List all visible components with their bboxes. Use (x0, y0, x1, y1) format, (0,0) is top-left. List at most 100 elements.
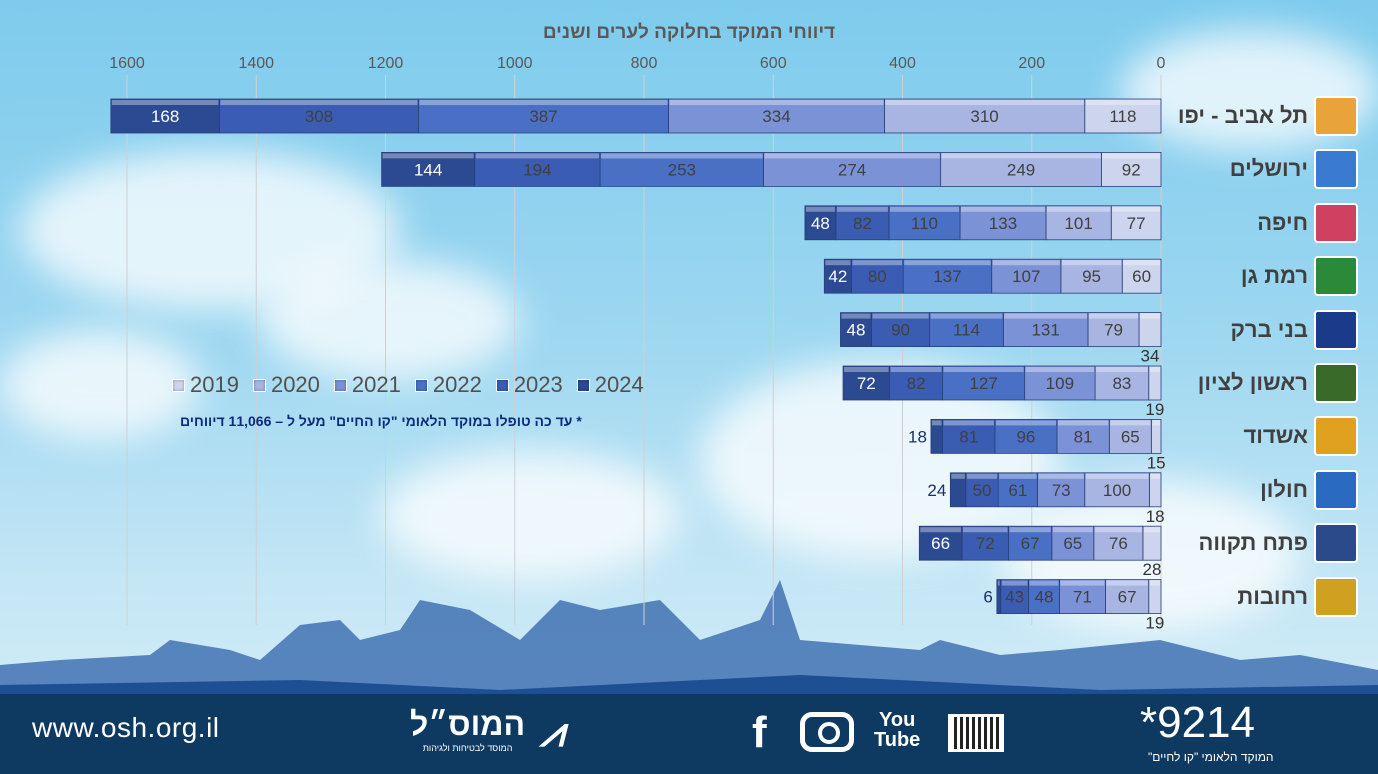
data-label: 83 (1112, 374, 1131, 393)
instagram-icon[interactable] (800, 712, 854, 752)
bar-highlight (852, 260, 903, 266)
data-label: 137 (933, 267, 961, 286)
data-label: 77 (1127, 214, 1146, 233)
bar-highlight (844, 367, 889, 372)
legend-item: 2021 (333, 372, 401, 398)
bar-highlight (1143, 527, 1160, 533)
bar-highlight (419, 100, 668, 105)
bar-segment (840, 312, 872, 348)
bar-highlight (962, 527, 1008, 533)
data-label: 194 (523, 160, 551, 179)
legend-item: 2023 (495, 372, 563, 398)
bar-highlight (1001, 580, 1028, 586)
youtube-icon[interactable]: You Tube (874, 710, 920, 750)
bar-highlight (805, 206, 835, 212)
bar-highlight (931, 420, 942, 426)
bar-highlight (885, 100, 1084, 105)
data-label: 109 (1046, 374, 1074, 393)
data-label: 48 (811, 214, 830, 233)
bar-segment (474, 151, 601, 187)
data-label: 61 (1008, 481, 1027, 500)
osh-logo-text: המוס״ל המוסד לבטיחות ולגיהות (410, 706, 525, 753)
data-label: 81 (959, 427, 978, 446)
data-label: 96 (1016, 427, 1035, 446)
bar-highlight (904, 260, 991, 266)
bar-highlight (841, 313, 871, 319)
legend-item: 2020 (252, 372, 320, 398)
bar-highlight (943, 367, 1024, 372)
bar-highlight (997, 580, 1000, 586)
bar-highlight (1004, 313, 1087, 319)
hotline-subtitle: המוקד הלאומי "קו לחיים" (1148, 750, 1274, 764)
brand-name: המוס״ל (410, 706, 526, 742)
brand-subtitle: המוסד לבטיחות ולגיהות (422, 743, 513, 753)
city-emblem-icon (1314, 149, 1358, 190)
bar-highlight (1102, 153, 1160, 159)
bar-highlight (1009, 527, 1051, 533)
bar-highlight (825, 260, 851, 266)
data-label: 72 (857, 374, 876, 393)
city-label: רחובות (1237, 583, 1308, 609)
x-tick-label: 1000 (497, 55, 533, 72)
bar-segment (1008, 525, 1053, 561)
data-label: 6 (983, 588, 992, 607)
city-label: ירושלים (1229, 156, 1308, 182)
data-label: 19 (1145, 400, 1164, 419)
website-link[interactable]: www.osh.org.il (32, 712, 220, 743)
city-emblem-icon (1314, 469, 1358, 510)
data-label: 73 (1052, 481, 1071, 500)
bar-highlight (1060, 580, 1105, 586)
facebook-icon[interactable]: f (752, 708, 767, 757)
bar-highlight (1038, 473, 1084, 479)
data-label: 24 (927, 481, 946, 500)
bar-segment (381, 151, 476, 187)
data-label: 308 (305, 107, 333, 126)
data-label: 274 (838, 160, 866, 179)
x-tick-label: 200 (1018, 55, 1045, 72)
bar-highlight (872, 313, 929, 319)
data-label: 48 (1035, 588, 1054, 607)
city-emblem-icon (1314, 363, 1358, 403)
bar-highlight (943, 420, 994, 426)
city-emblem-icon (1314, 256, 1358, 297)
bar-highlight (1152, 420, 1160, 426)
data-label: 253 (668, 160, 696, 179)
data-label: 71 (1073, 588, 1092, 607)
data-label: 131 (1031, 321, 1059, 340)
data-label: 82 (853, 214, 872, 233)
youtube-top: You (879, 709, 916, 731)
legend-swatch (333, 378, 347, 392)
data-label: 19 (1145, 614, 1164, 633)
youtube-bottom: Tube (874, 729, 921, 751)
bar-highlight (992, 260, 1060, 266)
qr-code-icon[interactable] (948, 714, 1004, 752)
bar-highlight (999, 473, 1037, 479)
data-label: 18 (908, 427, 927, 446)
bar-highlight (1106, 580, 1148, 586)
data-label: 133 (989, 214, 1017, 233)
bar-highlight (1096, 367, 1148, 372)
data-label: 387 (529, 107, 557, 126)
bar-segment (851, 258, 904, 294)
data-label: 249 (1007, 160, 1035, 179)
bar-segment (949, 472, 967, 508)
bar-segment (804, 205, 837, 241)
x-tick-label: 0 (1157, 55, 1166, 72)
bar-segment (763, 151, 942, 187)
x-tick-label: 1200 (368, 55, 404, 72)
bar-segment (884, 98, 1086, 134)
bar-segment (1084, 472, 1150, 508)
data-label: 65 (1063, 534, 1082, 553)
bar-segment (1108, 418, 1152, 454)
bar-highlight (920, 527, 961, 533)
data-label: 79 (1104, 321, 1123, 340)
data-label: 118 (1109, 107, 1136, 126)
chart-legend: 2019 2020 2021 2022 2023 2024 (172, 372, 644, 398)
footer: www.osh.org.il המוס״ל המוסד לבטיחות ולגיה… (0, 694, 1378, 774)
bar-segment (961, 525, 1009, 561)
bar-highlight (1061, 260, 1122, 266)
data-label: 334 (762, 107, 790, 126)
data-label: 42 (828, 267, 847, 286)
legend-swatch (576, 378, 590, 392)
bar-segment (930, 418, 943, 454)
